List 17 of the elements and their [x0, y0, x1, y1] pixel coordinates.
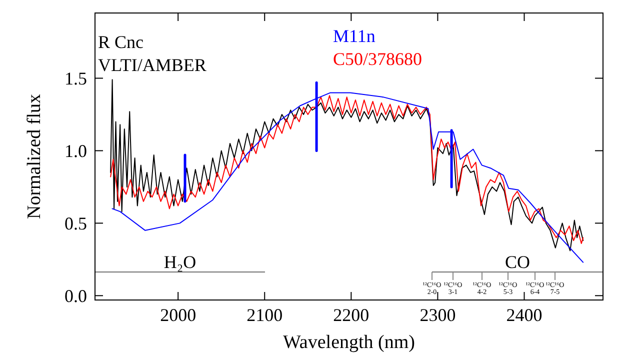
y-tick-label: 0.5: [64, 213, 87, 234]
y-tick-label: 0.0: [64, 286, 87, 306]
y-axis-title: Normalized flux: [24, 93, 45, 220]
annotation: CO: [504, 252, 530, 272]
annotation: VLTI/AMBER: [98, 55, 206, 75]
series-label: C50/378680: [333, 49, 422, 69]
x-tick-label: 2100: [246, 305, 283, 325]
annotation: R Cnc: [98, 32, 144, 52]
x-tick-label: 2200: [333, 305, 370, 325]
x-axis-title: Wavelength (nm): [283, 332, 415, 353]
x-tick-label: 2400: [506, 305, 542, 325]
y-tick-label: 1.0: [64, 141, 87, 161]
x-tick-label: 2300: [420, 305, 456, 325]
x-tick-label: 2000: [160, 305, 196, 325]
annotation: H₂O: [164, 252, 196, 272]
text: M11n: [333, 26, 376, 46]
y-tick-label: 1.5: [64, 68, 87, 89]
